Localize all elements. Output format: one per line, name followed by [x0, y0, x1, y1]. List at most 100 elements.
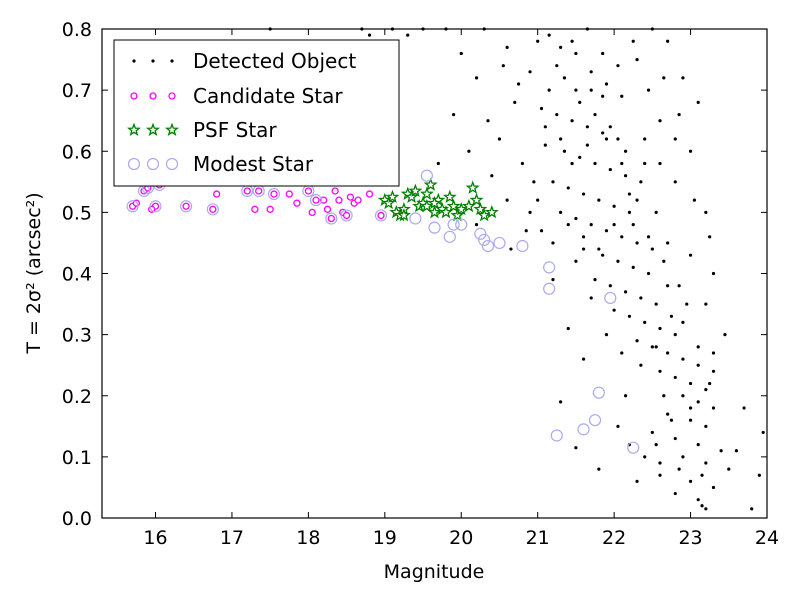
- detected-object-point: [570, 39, 574, 43]
- psf-star-point: [396, 208, 411, 222]
- detected-object-point: [585, 125, 589, 129]
- detected-object-point: [574, 88, 578, 92]
- y-tick-label: 0.7: [62, 80, 92, 102]
- legend-marker-psf-star: [145, 122, 161, 136]
- modest-star-point: [409, 212, 422, 225]
- candidate-star-point: [209, 205, 217, 213]
- detected-object-point: [681, 357, 685, 361]
- candidate-star-point: [342, 211, 351, 220]
- modest-star-point: [481, 239, 495, 253]
- detected-object-point: [643, 137, 647, 141]
- detected-object-point: [601, 94, 605, 98]
- legend: Detected Object Candidate Star PSF Star …: [113, 39, 400, 187]
- legend-marker-detected-object: [170, 59, 174, 63]
- detected-object-point: [593, 278, 597, 282]
- modest-star-point: [443, 230, 456, 243]
- detected-object-point: [643, 161, 647, 166]
- detected-object-point: [658, 161, 662, 166]
- detected-object-point: [555, 112, 559, 117]
- detected-object-point: [635, 479, 639, 483]
- x-tick-label: 19: [373, 527, 397, 549]
- plot-points: [126, 27, 765, 511]
- detected-object-point: [727, 467, 731, 471]
- detected-object-point: [601, 51, 605, 56]
- modest-star-point: [592, 386, 605, 399]
- modest-star-point: [374, 209, 388, 222]
- detected-object-point: [539, 229, 544, 233]
- detected-object-point: [566, 326, 570, 331]
- modest-star-point: [577, 423, 590, 436]
- detected-object-point: [639, 363, 643, 367]
- x-tick-label: 17: [220, 527, 244, 549]
- detected-object-point: [654, 302, 658, 306]
- detected-object-point: [532, 180, 536, 184]
- candidate-star-point: [251, 205, 259, 213]
- candidate-star-point: [331, 187, 339, 195]
- x-tick-label: 20: [449, 527, 473, 549]
- detected-object-point: [539, 106, 544, 111]
- detected-object-point: [589, 296, 593, 300]
- y-tick-label: 0.3: [62, 325, 92, 347]
- detected-object-point: [761, 430, 765, 435]
- detected-object-point: [681, 76, 685, 80]
- detected-object-point: [490, 174, 494, 178]
- psf-star-point: [484, 205, 499, 219]
- detected-object-point: [643, 320, 647, 324]
- legend-label-detected-object: Detected Object: [193, 49, 356, 73]
- detected-object-point: [669, 314, 674, 318]
- detected-object-point: [509, 247, 513, 251]
- detected-object-point: [646, 235, 651, 239]
- legend-marker-detected-object: [132, 59, 136, 63]
- detected-object-point: [734, 449, 739, 453]
- x-tick-label: 16: [143, 527, 167, 549]
- detected-object-point: [681, 455, 685, 459]
- detected-object-point: [505, 45, 509, 49]
- detected-object-point: [666, 241, 670, 245]
- detected-object-point: [570, 161, 574, 166]
- detected-object-point: [547, 33, 551, 37]
- detected-object-point: [646, 88, 651, 92]
- detected-object-point: [574, 446, 578, 450]
- modest-star-point: [267, 187, 281, 201]
- detected-object-point: [452, 112, 456, 117]
- detected-object-point: [604, 333, 609, 337]
- detected-object-point: [597, 467, 601, 471]
- detected-object-point: [711, 271, 716, 276]
- legend-label-modest-star: Modest Star: [193, 152, 314, 176]
- candidate-star-point: [243, 187, 251, 195]
- psf-star-point: [442, 189, 457, 204]
- detected-object-point: [616, 259, 620, 263]
- detected-object-point: [704, 424, 708, 428]
- detected-object-point: [696, 443, 700, 447]
- detected-object-point: [601, 131, 605, 135]
- y-tick-label: 0.1: [62, 447, 92, 469]
- modest-star-point: [543, 261, 556, 274]
- detected-object-point: [501, 64, 505, 68]
- modest-star-point: [340, 209, 353, 222]
- legend-marker-detected-object: [151, 59, 155, 63]
- detected-object-point: [688, 149, 693, 153]
- detected-object-point: [750, 507, 754, 511]
- detected-object-point: [406, 33, 410, 37]
- y-axis-label: T = 2σ² (arcsec²): [23, 192, 45, 354]
- detected-object-point: [673, 137, 677, 141]
- modest-star-point: [543, 282, 556, 295]
- x-tick-label: 21: [526, 527, 550, 549]
- candidate-star-point: [293, 199, 301, 207]
- detected-object-point: [650, 345, 654, 349]
- candidate-star-point: [213, 190, 221, 198]
- detected-object-point: [631, 265, 635, 269]
- detected-object-point: [474, 76, 479, 80]
- modest-star-point: [455, 218, 468, 231]
- detected-object-point: [696, 363, 700, 367]
- detected-object-point: [757, 473, 761, 477]
- modest-star-point: [474, 227, 487, 240]
- detected-object-point: [711, 351, 716, 355]
- legend-marker-modest-star: [127, 157, 141, 171]
- candidate-star-point: [285, 190, 293, 198]
- detected-object-point: [654, 345, 658, 349]
- detected-object-point: [559, 210, 563, 214]
- psf-star-series: [377, 177, 499, 222]
- x-tick-label: 22: [602, 527, 626, 549]
